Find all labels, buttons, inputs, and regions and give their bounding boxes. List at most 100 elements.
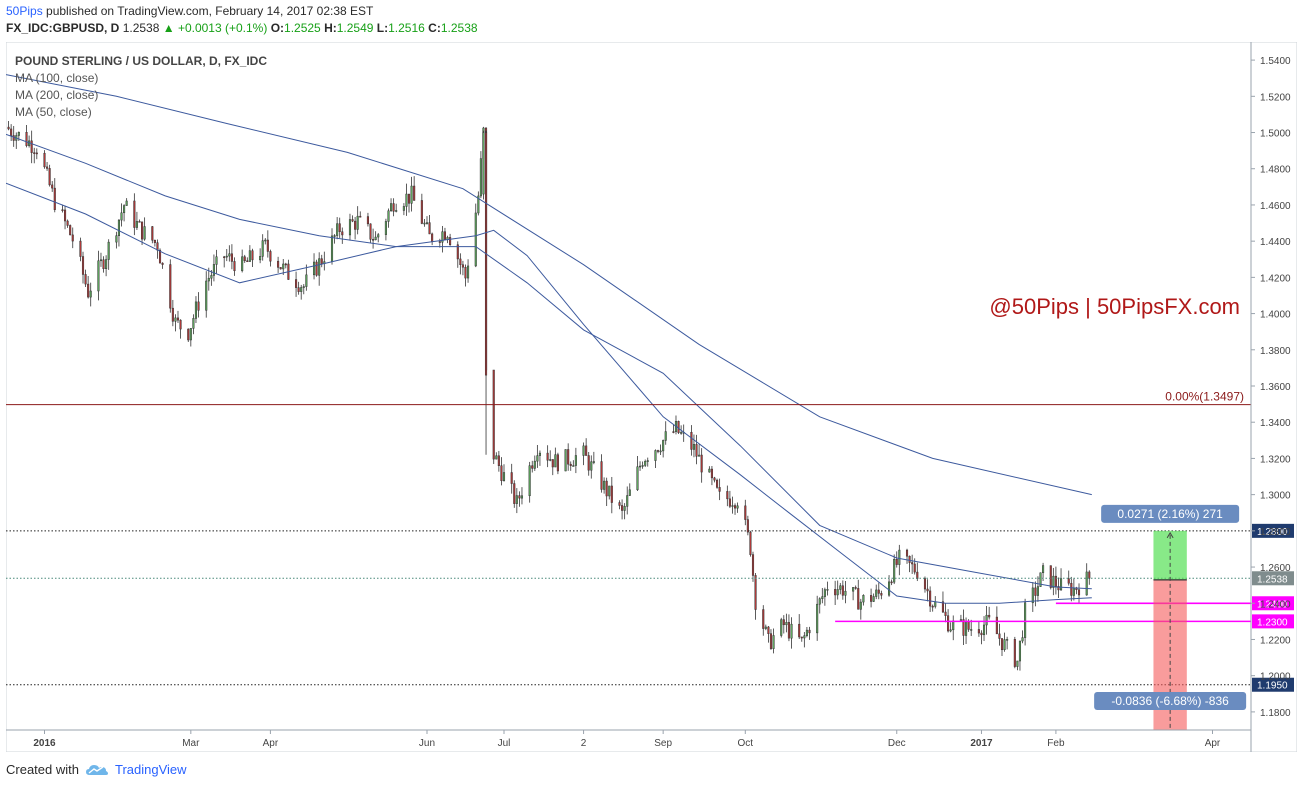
candle-body: [12, 135, 15, 141]
tradingview-link[interactable]: TradingView: [114, 762, 187, 777]
candle-body: [515, 495, 518, 504]
symbol-label: FX_IDC:GBPUSD, D: [6, 21, 120, 35]
candle-body: [312, 261, 316, 276]
candle-body: [980, 632, 983, 636]
candle-body: [89, 290, 92, 298]
price-badge: [1252, 523, 1294, 538]
time-axis[interactable]: 2016 Mar Apr Jun Jul 2 Sep Oct Dec 2017 Feb Apr: [6, 729, 1251, 749]
price-badge-label: 1.2800: [1257, 527, 1288, 538]
open-value: 1.2525: [284, 21, 321, 35]
time-tick-label: 2016: [33, 738, 56, 749]
legend-ma50[interactable]: MA (50, close): [15, 105, 92, 119]
candle-body: [223, 256, 226, 258]
candle-body: [123, 205, 126, 214]
candle-body: [549, 459, 552, 461]
author-link[interactable]: 50Pips: [6, 4, 43, 18]
candle-body: [626, 495, 629, 507]
candle-body: [125, 200, 128, 206]
price-tick-label: 1.4600: [1260, 201, 1291, 212]
candle-body: [672, 431, 675, 433]
candles: [7, 121, 1091, 671]
chart-frame[interactable]: 0.00%(1.3497) 1.2800 1.2538 1.2400 1.2300 1.1…: [5, 41, 1298, 753]
candle-body: [120, 212, 123, 221]
candle-body: [600, 461, 603, 490]
candle-body: [716, 479, 719, 488]
candle-body: [443, 231, 447, 240]
candle-body: [84, 274, 87, 285]
candle-body: [210, 275, 213, 279]
candle-body: [605, 480, 608, 497]
legend-ma200[interactable]: MA (200, close): [15, 88, 98, 102]
candle-body: [25, 132, 28, 146]
candle-body: [977, 629, 980, 634]
candle-body: [569, 463, 572, 466]
time-tick-label: Oct: [738, 738, 754, 749]
candle-body: [582, 445, 585, 456]
candle-body: [536, 455, 539, 462]
price-tick-label: 1.2800: [1260, 527, 1291, 538]
target-measure-badge: [1101, 504, 1240, 523]
publish-text: published on TradingView.com, February 1…: [42, 4, 374, 18]
candle-body: [449, 237, 452, 245]
candle-body: [803, 635, 806, 639]
candle-body: [441, 231, 444, 243]
candle-body: [66, 220, 69, 226]
price-axis[interactable]: 1.5400 1.5200 1.5000 1.4800 1.4600 1.4400 1.42…: [1250, 42, 1291, 752]
price-tick-label: 1.3200: [1260, 454, 1291, 465]
time-tick-label: Dec: [888, 738, 906, 749]
candle-body: [161, 262, 164, 265]
candle-body: [43, 152, 46, 168]
price-tick-label: 1.1800: [1260, 708, 1291, 719]
candle-body: [854, 587, 857, 589]
candle-body: [923, 578, 927, 590]
candle-body: [754, 575, 757, 610]
candle-body: [911, 562, 914, 565]
candle-body: [913, 563, 916, 573]
candle-body: [677, 421, 680, 433]
candle-body: [156, 242, 159, 251]
stop-measure-label: -0.0836 (-6.68%) -836: [1111, 694, 1229, 708]
price-chart[interactable]: 0.00%(1.3497) 1.2800 1.2538 1.2400 1.2300 1.1…: [5, 41, 1298, 753]
candle-body: [390, 203, 393, 212]
candle-body: [546, 452, 549, 461]
candle-body: [387, 210, 390, 222]
candle-body: [982, 624, 986, 636]
candle-body: [698, 454, 701, 457]
candle-body: [318, 258, 321, 276]
candle-body: [751, 554, 755, 576]
candle-body: [764, 626, 767, 629]
candle-body: [970, 629, 973, 631]
candle-body: [852, 587, 855, 592]
candle-body: [947, 615, 950, 632]
candle-body: [207, 277, 210, 282]
candle-body: [623, 506, 626, 511]
tradingview-cloud-icon: [85, 764, 108, 775]
candle-body: [467, 265, 470, 279]
candle-body: [872, 596, 875, 602]
candle-body: [733, 505, 737, 509]
candle-body: [785, 622, 788, 626]
time-tick-label: Apr: [1205, 738, 1221, 749]
candle-body: [192, 318, 195, 329]
candle-body: [988, 614, 991, 618]
candle-body: [1034, 587, 1037, 596]
candle-body: [916, 571, 919, 579]
candle-body: [690, 431, 693, 450]
chart-title: POUND STERLING / US DOLLAR, D, FX_IDC: [15, 54, 267, 68]
candle-body: [985, 614, 988, 626]
candle-body: [153, 239, 156, 243]
candle-body: [836, 589, 839, 596]
candle-body: [295, 279, 298, 288]
candle-body: [354, 220, 357, 230]
candle-body: [1003, 639, 1006, 651]
legend-ma100[interactable]: MA (100, close): [15, 71, 98, 85]
candle-body: [533, 460, 536, 469]
candle-body: [859, 601, 862, 610]
candle-body: [746, 519, 749, 533]
candle-body: [692, 444, 696, 450]
price-tick-label: 1.4400: [1260, 237, 1291, 248]
price-tick-label: 1.3400: [1260, 418, 1291, 429]
high-value: 1.2549: [336, 21, 374, 35]
moving-averages: [5, 74, 1092, 604]
position-tool[interactable]: 0.0271 (2.16%) 271 -0.0836 (-6.68%) -836: [1094, 504, 1247, 730]
